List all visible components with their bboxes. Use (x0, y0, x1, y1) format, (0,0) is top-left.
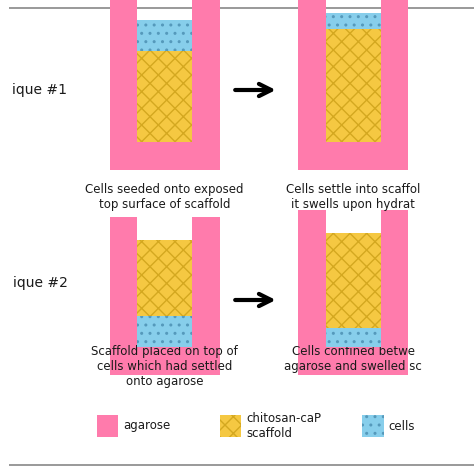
Text: cells: cells (389, 419, 415, 432)
Bar (97, 415, 118, 437)
Bar (298, 347, 408, 375)
Bar (298, 0, 326, 8)
Bar (326, 29, 381, 142)
Bar (219, 415, 241, 437)
Text: Scaffold placed on top of
cells which had settled
onto agarose: Scaffold placed on top of cells which ha… (91, 345, 238, 388)
Bar (298, 142, 408, 170)
Bar (381, 0, 408, 8)
Bar (326, 13, 381, 29)
Bar (326, 328, 381, 347)
Bar (137, 316, 192, 347)
Bar (326, 13, 381, 29)
Bar (362, 415, 383, 437)
Bar (298, 8, 326, 170)
Text: Cells settle into scaffol
it swells upon hydrat: Cells settle into scaffol it swells upon… (286, 183, 420, 211)
Bar (109, 142, 219, 170)
Text: Cells confined betwe
agarose and swelled sc: Cells confined betwe agarose and swelled… (284, 345, 422, 373)
Bar (362, 415, 383, 437)
Bar (137, 51, 192, 142)
Text: ique #2: ique #2 (12, 276, 67, 290)
Bar (381, 228, 408, 375)
Bar (298, 228, 326, 375)
Bar (109, 217, 137, 235)
Bar (109, 0, 137, 15)
Bar (192, 217, 219, 235)
Bar (109, 235, 137, 375)
Bar (137, 316, 192, 347)
Text: agarose: agarose (123, 419, 171, 432)
Bar (381, 8, 408, 170)
Bar (298, 210, 326, 228)
Bar (137, 20, 192, 51)
Bar (326, 29, 381, 142)
Bar (137, 51, 192, 142)
Bar (326, 328, 381, 347)
Bar (109, 15, 137, 170)
Bar (381, 210, 408, 228)
Bar (326, 233, 381, 328)
Bar (192, 15, 219, 170)
Bar (137, 240, 192, 316)
Bar (192, 235, 219, 375)
Text: Cells seeded onto exposed
top surface of scaffold: Cells seeded onto exposed top surface of… (85, 183, 244, 211)
Text: chitosan-caP
scaffold: chitosan-caP scaffold (246, 412, 321, 440)
Bar (137, 240, 192, 316)
Text: ique #1: ique #1 (12, 83, 67, 97)
Bar (137, 20, 192, 51)
Bar (109, 347, 219, 375)
Bar (219, 415, 241, 437)
Bar (192, 0, 219, 15)
Bar (326, 233, 381, 328)
